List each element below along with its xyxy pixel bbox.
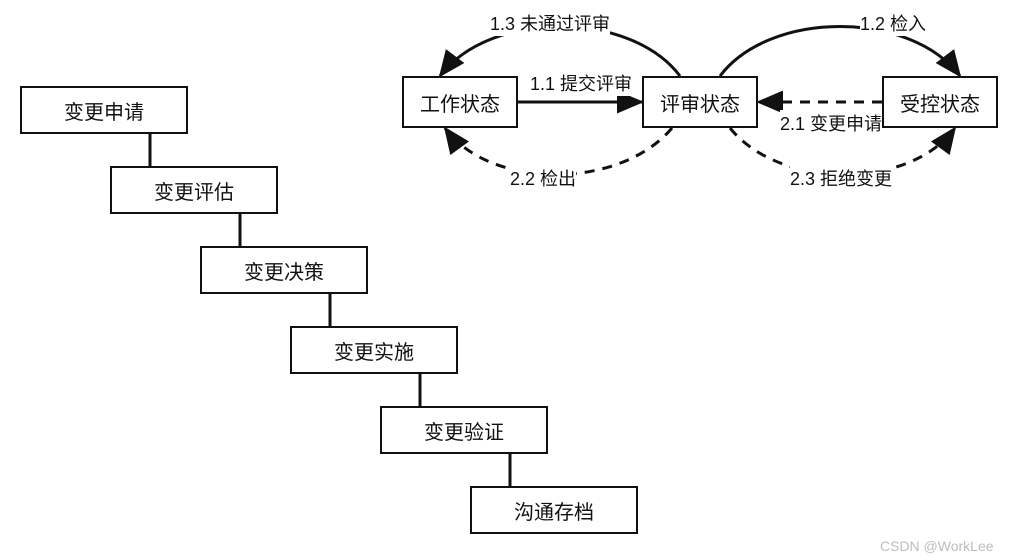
node-label: 沟通存档 <box>514 496 594 525</box>
node-label: 评审状态 <box>660 88 740 117</box>
node-label: 变更申请 <box>64 96 144 125</box>
label-submit: 1.1 提交评审 <box>530 70 632 96</box>
label-fail: 1.3 未通过评审 <box>490 10 610 36</box>
node-label: 工作状态 <box>420 88 500 117</box>
node-step-archive: 沟通存档 <box>470 486 638 534</box>
node-step-request: 变更申请 <box>20 86 188 134</box>
label-checkin: 1.2 检入 <box>860 10 926 36</box>
watermark-text: CSDN @WorkLee <box>880 538 994 554</box>
node-step-decide: 变更决策 <box>200 246 368 294</box>
node-label: 变更验证 <box>424 416 504 445</box>
node-label: 变更评估 <box>154 176 234 205</box>
label-checkout: 2.2 检出 <box>510 165 576 191</box>
node-step-apply: 变更实施 <box>290 326 458 374</box>
node-label: 受控状态 <box>900 88 980 117</box>
label-request: 2.1 变更申请 <box>780 110 882 136</box>
node-label: 变更实施 <box>334 336 414 365</box>
node-step-verify: 变更验证 <box>380 406 548 454</box>
node-label: 变更决策 <box>244 256 324 285</box>
label-reject: 2.3 拒绝变更 <box>790 165 892 191</box>
node-step-evaluate: 变更评估 <box>110 166 278 214</box>
node-state-review: 评审状态 <box>642 76 758 128</box>
node-state-work: 工作状态 <box>402 76 518 128</box>
node-state-ctrl: 受控状态 <box>882 76 998 128</box>
